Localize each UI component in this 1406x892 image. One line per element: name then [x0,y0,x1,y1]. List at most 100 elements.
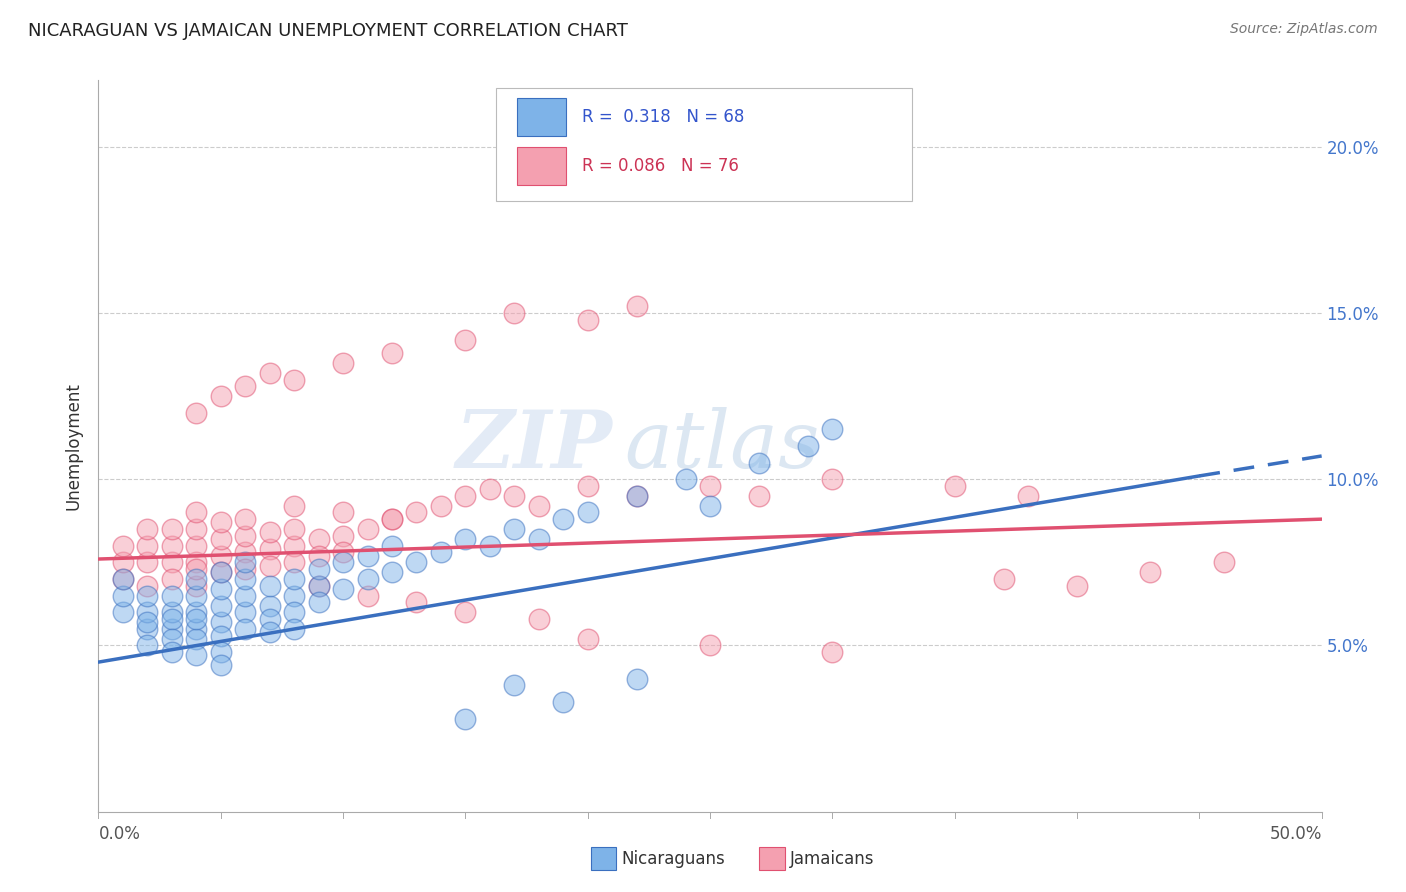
Point [160,632,183,646]
Point [283,589,305,603]
Point [136,522,159,536]
Point [478,482,501,496]
Point [283,605,305,619]
Point [233,379,256,393]
Point [1212,555,1234,569]
Point [136,539,159,553]
Point [381,512,404,526]
Point [332,356,354,370]
Point [356,549,378,563]
Point [259,542,281,557]
Point [233,605,256,619]
Point [626,672,648,686]
Point [136,615,159,630]
Point [233,572,256,586]
Point [259,599,281,613]
Point [283,372,305,386]
Point [332,529,354,543]
Y-axis label: Unemployment: Unemployment [65,382,83,510]
FancyBboxPatch shape [496,87,912,201]
Point [356,522,378,536]
Point [993,572,1015,586]
Text: R =  0.318   N = 68: R = 0.318 N = 68 [582,108,744,126]
Point [797,439,820,453]
Point [259,625,281,640]
Point [160,522,183,536]
Text: Jamaicans: Jamaicans [790,850,875,868]
Point [503,306,526,320]
Point [527,612,550,626]
Point [233,622,256,636]
Point [209,532,232,546]
Point [209,582,232,596]
Point [356,589,378,603]
Point [553,512,575,526]
Point [160,589,183,603]
Point [454,333,477,347]
Point [259,525,281,540]
Point [136,605,159,619]
Point [454,489,477,503]
Point [1139,566,1161,580]
Point [209,549,232,563]
Point [430,499,453,513]
Point [111,572,134,586]
Point [283,522,305,536]
Point [626,299,648,313]
Point [233,562,256,576]
Text: atlas: atlas [624,408,820,484]
Point [503,678,526,692]
Point [308,562,330,576]
Text: Source: ZipAtlas.com: Source: ZipAtlas.com [1230,22,1378,37]
Point [209,645,232,659]
Text: Nicaraguans: Nicaraguans [621,850,725,868]
Point [209,658,232,673]
FancyBboxPatch shape [517,146,565,185]
Point [111,589,134,603]
Point [332,506,354,520]
Point [111,539,134,553]
Point [186,589,208,603]
Point [821,422,844,436]
Point [553,695,575,709]
Point [381,539,404,553]
Point [308,532,330,546]
Point [186,612,208,626]
Text: R = 0.086   N = 76: R = 0.086 N = 76 [582,157,738,175]
Point [283,555,305,569]
Point [209,516,232,530]
Point [405,555,427,569]
Text: 50.0%: 50.0% [1270,825,1322,843]
Point [111,605,134,619]
Point [626,489,648,503]
Point [381,566,404,580]
Point [699,479,721,493]
Point [699,639,721,653]
Point [748,489,770,503]
Point [160,605,183,619]
Point [186,648,208,663]
Point [160,572,183,586]
Point [699,499,721,513]
Point [675,472,697,486]
Point [503,489,526,503]
Point [209,628,232,642]
Point [136,579,159,593]
Point [259,558,281,573]
Point [233,529,256,543]
Point [943,479,966,493]
FancyBboxPatch shape [517,98,565,136]
Point [576,632,599,646]
Point [283,499,305,513]
Point [160,555,183,569]
Point [576,312,599,326]
Point [283,539,305,553]
Point [186,406,208,420]
Point [405,595,427,609]
Point [136,555,159,569]
Point [308,549,330,563]
Point [308,579,330,593]
Point [186,506,208,520]
Point [186,632,208,646]
Point [503,522,526,536]
